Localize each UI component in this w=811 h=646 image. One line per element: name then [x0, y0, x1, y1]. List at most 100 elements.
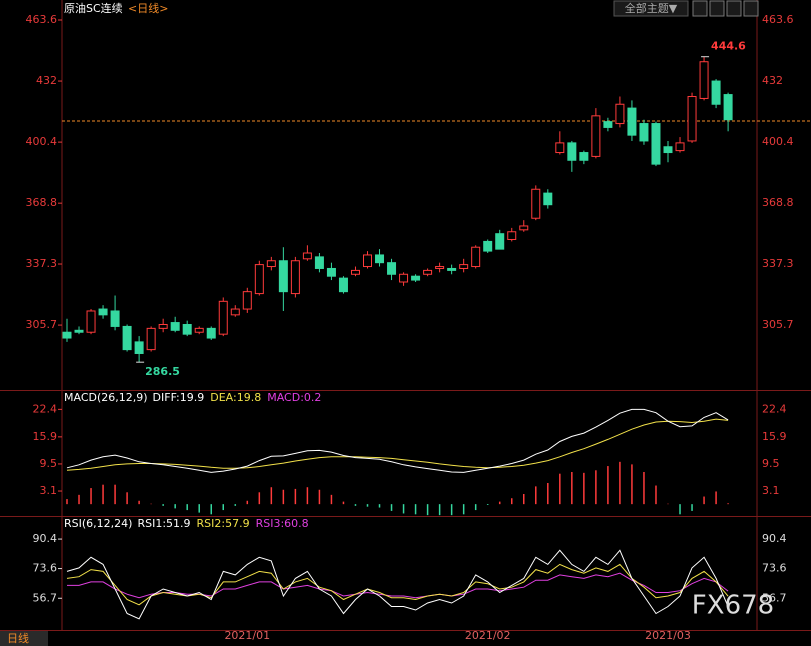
candle-body — [471, 246, 481, 268]
y-tick-label: 400.4 — [26, 135, 58, 148]
legend-entry: DEA:19.8 — [210, 391, 261, 404]
candle-body — [206, 327, 216, 339]
candle-body — [687, 96, 697, 142]
chart-title: 原油SC连续 — [64, 1, 123, 15]
candle-body — [591, 115, 601, 157]
watermark: FX678 — [692, 591, 774, 621]
candle-body — [555, 142, 565, 154]
y-tick-label: 3.1 — [40, 484, 58, 497]
y-tick-label: 432 — [762, 74, 783, 87]
chart-subtitle: <日线> — [128, 1, 168, 15]
y-tick-label: 9.5 — [40, 457, 58, 470]
candle-body — [651, 123, 661, 165]
x-tick-label: 2021/03 — [645, 629, 691, 642]
panel-title: RSI(6,12,24) — [64, 517, 132, 530]
y-tick-label: 463.6 — [26, 13, 58, 26]
legend-entry: RSI1:51.9 — [137, 517, 190, 530]
max-label: 444.6 — [711, 40, 746, 53]
candle-body — [711, 80, 721, 105]
x-tick-label: 2021/02 — [465, 629, 511, 642]
candle-body — [615, 103, 625, 125]
toolbar-icons[interactable] — [692, 0, 759, 17]
y-tick-label: 305.7 — [762, 318, 794, 331]
y-tick-label: 9.5 — [762, 457, 780, 470]
candle-body — [567, 142, 577, 161]
candle-body — [531, 188, 541, 219]
y-tick-label: 463.6 — [762, 13, 794, 26]
y-tick-label: 56.7 — [762, 591, 787, 604]
y-tick-label: 3.1 — [762, 484, 780, 497]
candle-body — [350, 269, 360, 275]
candle-body — [98, 308, 108, 316]
candle-body — [363, 254, 372, 268]
y-tick-label: 305.7 — [26, 318, 58, 331]
series-line — [66, 418, 729, 471]
candle-body — [519, 225, 529, 231]
period-tab-label[interactable]: 日线 — [7, 631, 29, 645]
min-label: 286.5 — [145, 365, 180, 378]
candle-body — [699, 61, 709, 99]
theme-button-label[interactable]: 全部主题▼ — [625, 1, 678, 15]
candle-body — [122, 325, 132, 351]
candle-body — [110, 310, 120, 327]
candle-body — [194, 327, 204, 333]
candle-body — [375, 254, 385, 264]
candle-body — [603, 121, 613, 128]
y-tick-label: 432 — [36, 74, 57, 87]
candle-body — [170, 322, 180, 331]
candle-body — [314, 256, 324, 269]
candle-body — [639, 123, 649, 142]
candle-body — [507, 231, 517, 240]
y-tick-label: 15.9 — [762, 430, 787, 443]
candle-body — [675, 142, 685, 152]
candle-body — [495, 233, 505, 250]
panel-title: MACD(26,12,9) — [64, 391, 148, 404]
y-tick-label: 73.6 — [33, 562, 58, 575]
series-line — [66, 549, 729, 620]
y-tick-label: 368.8 — [762, 196, 794, 209]
series-line — [66, 563, 729, 606]
borders — [0, 0, 811, 631]
legend-entry: MACD:0.2 — [267, 391, 321, 404]
period-tab[interactable] — [0, 631, 48, 646]
candle-body — [86, 310, 96, 333]
candle-body — [230, 308, 240, 316]
legend-entry: DIFF:19.9 — [153, 391, 205, 404]
candle-body — [627, 107, 637, 136]
x-tick-label: 2021/01 — [224, 629, 270, 642]
y-tick-label: 400.4 — [762, 135, 794, 148]
y-tick-label: 15.9 — [33, 430, 58, 443]
y-tick-label: 90.4 — [33, 532, 58, 545]
candle-body — [182, 324, 192, 335]
y-tick-label: 337.3 — [26, 257, 58, 270]
candle-body — [579, 152, 589, 161]
candle-body — [254, 264, 264, 295]
candle-body — [62, 331, 72, 339]
candle-body — [459, 264, 469, 269]
y-tick-label: 337.3 — [762, 257, 794, 270]
y-tick-label: 22.4 — [762, 402, 787, 415]
candle-body — [134, 341, 144, 354]
candle-body — [242, 291, 252, 310]
candle-body — [543, 192, 553, 206]
legend-entry: RSI3:60.8 — [256, 517, 309, 530]
y-tick-label: 73.6 — [762, 562, 787, 575]
candle-body — [74, 329, 84, 333]
candle-body — [663, 146, 673, 154]
candle-body — [146, 327, 156, 351]
candle-body — [278, 260, 288, 293]
y-tick-label: 56.7 — [33, 591, 58, 604]
candle-body — [290, 260, 300, 295]
y-tick-label: 368.8 — [26, 196, 58, 209]
y-tick-label: 22.4 — [33, 402, 58, 415]
candle-body — [387, 262, 397, 275]
candle-body — [447, 267, 457, 271]
candle-body — [411, 275, 421, 281]
theme-button[interactable] — [613, 0, 689, 17]
candle-body — [218, 300, 228, 335]
candle-body — [266, 260, 276, 268]
y-tick-label: 90.4 — [762, 532, 787, 545]
candle-body — [435, 266, 445, 269]
